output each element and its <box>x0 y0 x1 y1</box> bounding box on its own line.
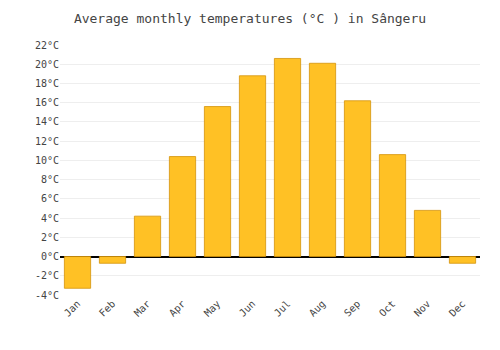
svg-text:20°C: 20°C <box>35 59 59 70</box>
svg-text:May: May <box>202 298 223 319</box>
svg-text:Sep: Sep <box>342 298 363 319</box>
svg-text:Aug: Aug <box>307 298 328 319</box>
svg-text:12°C: 12°C <box>35 136 59 147</box>
svg-text:Average monthly temperatures (: Average monthly temperatures (°C ) in Sâ… <box>74 11 426 26</box>
svg-text:2°C: 2°C <box>41 232 59 243</box>
svg-text:18°C: 18°C <box>35 78 59 89</box>
svg-text:-4°C: -4°C <box>35 290 59 301</box>
svg-text:Jul: Jul <box>272 298 293 319</box>
svg-text:10°C: 10°C <box>35 155 59 166</box>
svg-text:Feb: Feb <box>97 298 118 319</box>
svg-text:4°C: 4°C <box>41 213 59 224</box>
svg-text:Mar: Mar <box>132 298 153 319</box>
svg-text:6°C: 6°C <box>41 193 59 204</box>
svg-text:Dec: Dec <box>447 298 468 319</box>
svg-text:Nov: Nov <box>412 298 433 319</box>
svg-text:0°C: 0°C <box>41 251 59 262</box>
svg-text:22°C: 22°C <box>35 40 59 51</box>
svg-text:Jan: Jan <box>62 298 83 319</box>
svg-text:14°C: 14°C <box>35 116 59 127</box>
svg-text:Jun: Jun <box>237 298 258 319</box>
svg-text:Apr: Apr <box>167 298 188 319</box>
svg-text:16°C: 16°C <box>35 97 59 108</box>
svg-text:8°C: 8°C <box>41 174 59 185</box>
svg-text:Oct: Oct <box>377 298 398 319</box>
svg-text:-2°C: -2°C <box>35 270 59 281</box>
